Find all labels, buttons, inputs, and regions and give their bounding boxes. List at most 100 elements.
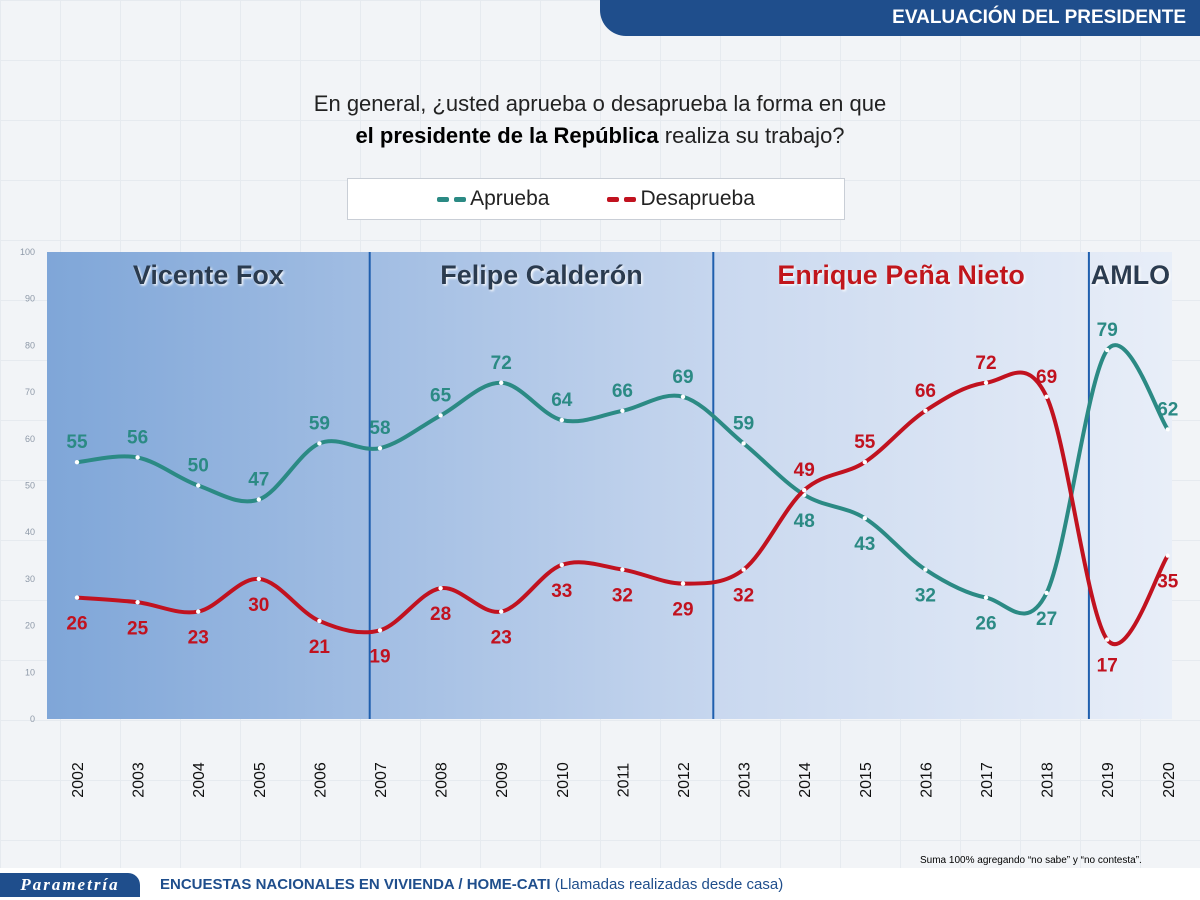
aprueba-point [1105, 347, 1110, 353]
desaprueba-point [135, 600, 140, 605]
desaprueba-point [1105, 637, 1110, 642]
x-tick-label: 2009 [494, 762, 511, 798]
x-tick-label: 2006 [312, 762, 329, 798]
y-tick-label: 20 [25, 621, 35, 631]
y-tick-label: 60 [25, 434, 35, 444]
footer-band [0, 868, 1200, 900]
x-tick-label: 2016 [918, 762, 935, 798]
page-title: EVALUACIÓN DEL PRESIDENTE [892, 7, 1186, 28]
x-tick-label: 2008 [434, 762, 451, 798]
survey-method-rest: (Llamadas realizadas desde casa) [550, 876, 784, 893]
desaprueba-data-label: 25 [127, 618, 149, 639]
desaprueba-point [559, 562, 564, 568]
aprueba-series-line [75, 343, 1170, 616]
y-tick-label: 0 [30, 714, 35, 724]
aprueba-point [1044, 590, 1049, 596]
aprueba-point [74, 459, 80, 465]
desaprueba-data-label: 21 [309, 637, 331, 658]
desaprueba-data-label: 23 [491, 628, 512, 649]
desaprueba-data-label: 23 [188, 628, 209, 649]
desaprueba-data-label: 33 [551, 581, 572, 602]
y-tick-label: 10 [25, 667, 35, 677]
desaprueba-point [741, 567, 746, 572]
survey-method: ENCUESTAS NACIONALES EN VIVIENDA / HOME-… [160, 876, 783, 893]
question-line-1: En general, ¿usted aprueba o desaprueba … [313, 91, 887, 116]
desaprueba-series-line [75, 370, 1170, 646]
desaprueba-data-label: 17 [1097, 656, 1118, 677]
desaprueba-point [438, 586, 443, 591]
survey-method-bold: ENCUESTAS NACIONALES EN VIVIENDA / HOME-… [160, 876, 551, 893]
desaprueba-data-label: 55 [854, 432, 876, 453]
footnote: Suma 100% agregando “no sabe” y “no cont… [920, 855, 1142, 866]
parametria-logo: Parametría [0, 873, 140, 897]
desaprueba-point [74, 595, 80, 600]
x-tick-label: 2018 [1040, 762, 1057, 798]
x-tick-label: 2017 [979, 762, 996, 798]
x-tick-label: 2013 [737, 762, 754, 798]
desaprueba-point [317, 618, 322, 624]
aprueba-point [135, 455, 140, 460]
desaprueba-swatch [607, 196, 637, 202]
desaprueba-data-label: 35 [1157, 572, 1179, 593]
desaprueba-point [680, 581, 686, 586]
y-tick-label: 40 [25, 527, 35, 537]
question-text: En general, ¿usted aprueba o desaprueba … [200, 88, 1000, 152]
aprueba-point [256, 497, 261, 502]
question-rest: realiza su trabajo? [658, 123, 845, 148]
desaprueba-data-label: 69 [1036, 367, 1057, 388]
aprueba-data-label: 59 [309, 413, 330, 434]
desaprueba-data-label: 29 [672, 600, 693, 621]
aprueba-point [559, 417, 564, 423]
desaprueba-point [862, 459, 867, 465]
aprueba-data-label: 55 [66, 432, 88, 453]
legend-desaprueba-label: Desaprueba [640, 187, 755, 210]
desaprueba-point [256, 576, 261, 582]
aprueba-data-label: 56 [127, 427, 148, 448]
desaprueba-data-label: 72 [975, 353, 996, 374]
desaprueba-point [1165, 553, 1171, 558]
period-label: Vicente Fox [133, 260, 284, 290]
aprueba-data-label: 32 [915, 586, 936, 607]
aprueba-data-label: 27 [1036, 609, 1057, 630]
desaprueba-data-label: 32 [612, 586, 633, 607]
aprueba-data-label: 72 [491, 353, 512, 374]
x-tick-label: 2019 [1100, 762, 1117, 798]
aprueba-point [983, 595, 989, 600]
x-tick-label: 2005 [252, 762, 269, 798]
chart-legend: Aprueba Desaprueba [347, 178, 845, 220]
aprueba-data-label: 64 [551, 390, 573, 411]
desaprueba-data-label: 30 [248, 595, 269, 616]
aprueba-data-label: 62 [1157, 399, 1178, 420]
desaprueba-point [923, 408, 928, 413]
desaprueba-point [983, 380, 989, 385]
y-tick-label: 70 [25, 387, 35, 397]
period-label: Felipe Calderón [440, 260, 643, 290]
desaprueba-point [620, 567, 625, 572]
desaprueba-data-label: 28 [430, 604, 451, 625]
aprueba-point [499, 380, 504, 385]
aprueba-point [620, 408, 625, 413]
y-tick-label: 50 [25, 481, 35, 491]
x-tick-label: 2002 [70, 762, 87, 798]
y-tick-label: 100 [20, 247, 35, 257]
desaprueba-point [1044, 394, 1049, 399]
header-bar: EVALUACIÓN DEL PRESIDENTE [600, 0, 1200, 36]
aprueba-data-label: 48 [794, 511, 815, 532]
aprueba-swatch [437, 196, 467, 202]
aprueba-data-label: 58 [369, 418, 390, 439]
aprueba-data-label: 79 [1097, 320, 1118, 341]
legend-desaprueba: Desaprueba [607, 187, 755, 211]
aprueba-point [862, 515, 867, 521]
desaprueba-data-label: 49 [794, 460, 815, 481]
x-tick-label: 2011 [615, 763, 632, 798]
aprueba-point [1165, 427, 1171, 432]
aprueba-point [741, 441, 746, 446]
y-tick-label: 80 [25, 340, 35, 350]
aprueba-data-label: 26 [975, 614, 996, 635]
aprueba-point [317, 441, 322, 446]
x-tick-label: 2020 [1161, 762, 1178, 798]
aprueba-data-label: 50 [188, 456, 209, 477]
period-label: AMLO [1091, 260, 1170, 290]
aprueba-data-label: 65 [430, 385, 452, 406]
legend-aprueba: Aprueba [437, 187, 549, 211]
